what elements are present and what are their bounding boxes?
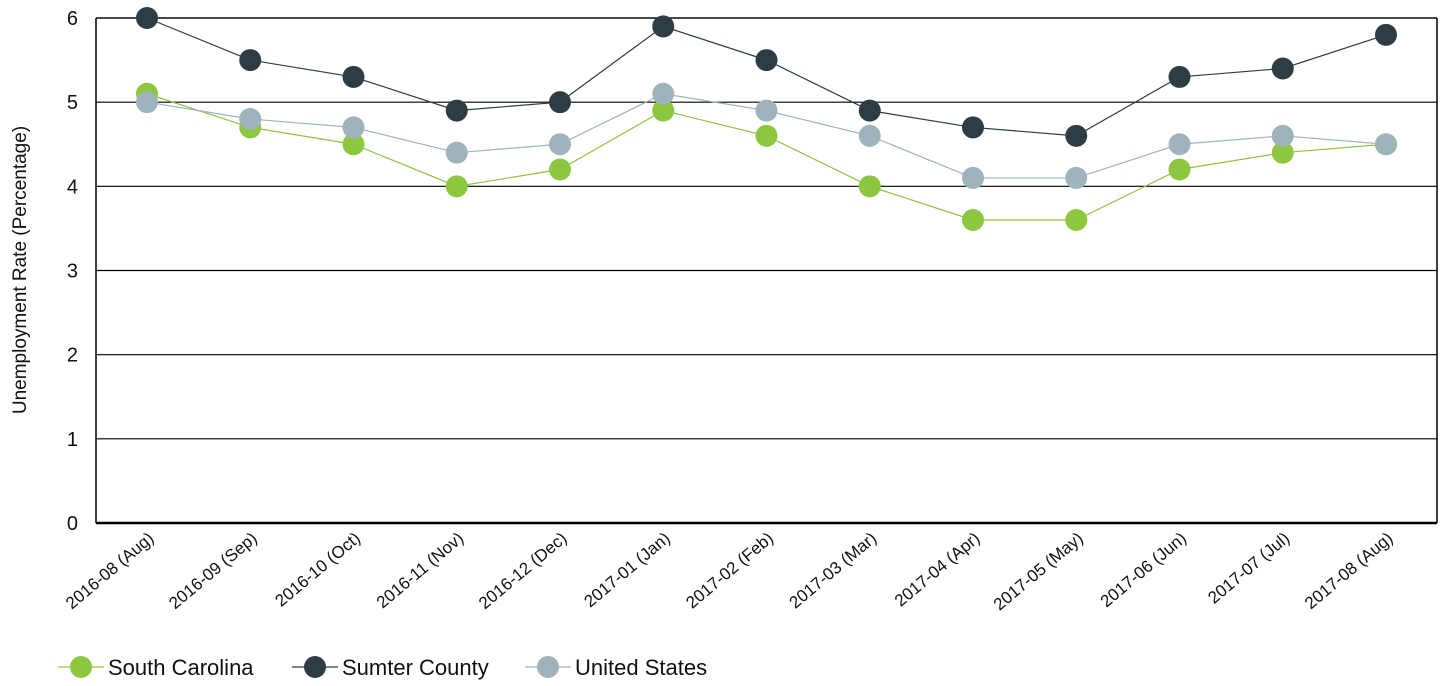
y-tick-label: 2 (67, 345, 78, 367)
data-point (858, 124, 881, 147)
legend-label: United States (575, 655, 707, 680)
x-tick-label: 2017-05 (May) (990, 529, 1087, 615)
gridlines (96, 17, 1437, 440)
x-tick-label: 2017-02 (Feb) (682, 529, 777, 613)
series-markers (136, 82, 1397, 189)
data-point (342, 65, 365, 88)
data-point (962, 209, 984, 231)
data-point (755, 99, 778, 122)
data-point (136, 7, 158, 29)
data-point (1375, 133, 1397, 156)
legend-item: South Carolina (58, 655, 254, 680)
data-point (1168, 133, 1191, 156)
y-axis-title: Unemployment Rate (Percentage) (10, 126, 31, 414)
legend-marker (304, 656, 326, 678)
data-point (858, 99, 881, 122)
x-tick-label: 2017-03 (Mar) (786, 529, 881, 613)
x-tick-label: 2017-08 (Aug) (1301, 529, 1396, 613)
data-point (342, 116, 365, 139)
data-point (445, 99, 468, 122)
y-tick-label: 4 (67, 176, 78, 198)
y-tick-label: 1 (67, 429, 78, 451)
series-markers (136, 7, 1397, 147)
x-tick-label: 2017-04 (Apr) (891, 529, 984, 611)
data-point (652, 15, 675, 38)
x-tick-label: 2016-12 (Dec) (475, 529, 570, 613)
data-point (1065, 209, 1088, 231)
x-tick-label: 2017-06 (Jun) (1097, 529, 1190, 612)
data-point (1168, 158, 1191, 181)
axes (95, 17, 1438, 525)
data-point (1271, 141, 1294, 164)
x-tick-label: 2016-09 (Sep) (165, 529, 260, 613)
data-point (652, 82, 675, 105)
x-tick-label: 2016-11 (Nov) (373, 529, 467, 613)
data-point (1375, 23, 1397, 46)
data-point (549, 91, 571, 114)
data-point (136, 91, 158, 114)
data-point (652, 99, 675, 122)
data-point (1065, 166, 1088, 189)
data-point (445, 175, 468, 198)
legend-label: Sumter County (342, 655, 489, 680)
data-point (1065, 124, 1088, 147)
data-point (962, 166, 984, 189)
legend-marker (70, 656, 92, 678)
data-point (445, 141, 468, 164)
series-layer (136, 7, 1397, 231)
data-point (1271, 124, 1294, 147)
data-point (1168, 65, 1191, 88)
y-tick-labels: 0 1 2 3 4 5 6 (67, 8, 78, 535)
legend-marker (537, 656, 559, 678)
series-markers (136, 82, 1397, 231)
data-point (342, 133, 365, 156)
x-tick-label: 2016-08 (Aug) (62, 529, 157, 613)
legend: South Carolina Sumter County United States (58, 655, 707, 680)
x-tick-label: 2016-10 (Oct) (272, 529, 365, 611)
x-tick-label: 2017-01 (Jan) (581, 529, 674, 612)
data-point (239, 108, 262, 130)
x-tick-label: 2017-07 (Jul) (1204, 529, 1293, 608)
y-tick-label: 3 (67, 261, 78, 283)
data-point (755, 49, 778, 72)
data-point (755, 124, 778, 147)
y-tick-label: 0 (67, 513, 78, 535)
legend-label: South Carolina (108, 655, 254, 680)
data-point (549, 133, 571, 156)
legend-item: United States (525, 655, 707, 680)
x-tick-labels: 2016-08 (Aug) 2016-09 (Sep) 2016-10 (Oct) 2… (62, 529, 1396, 615)
y-tick-label: 5 (67, 92, 78, 114)
data-point (858, 175, 881, 198)
data-point (239, 49, 262, 72)
y-tick-label: 6 (67, 8, 78, 30)
data-point (962, 116, 984, 139)
data-point (549, 158, 571, 181)
data-point (1271, 57, 1294, 80)
legend-item: Sumter County (292, 655, 489, 680)
